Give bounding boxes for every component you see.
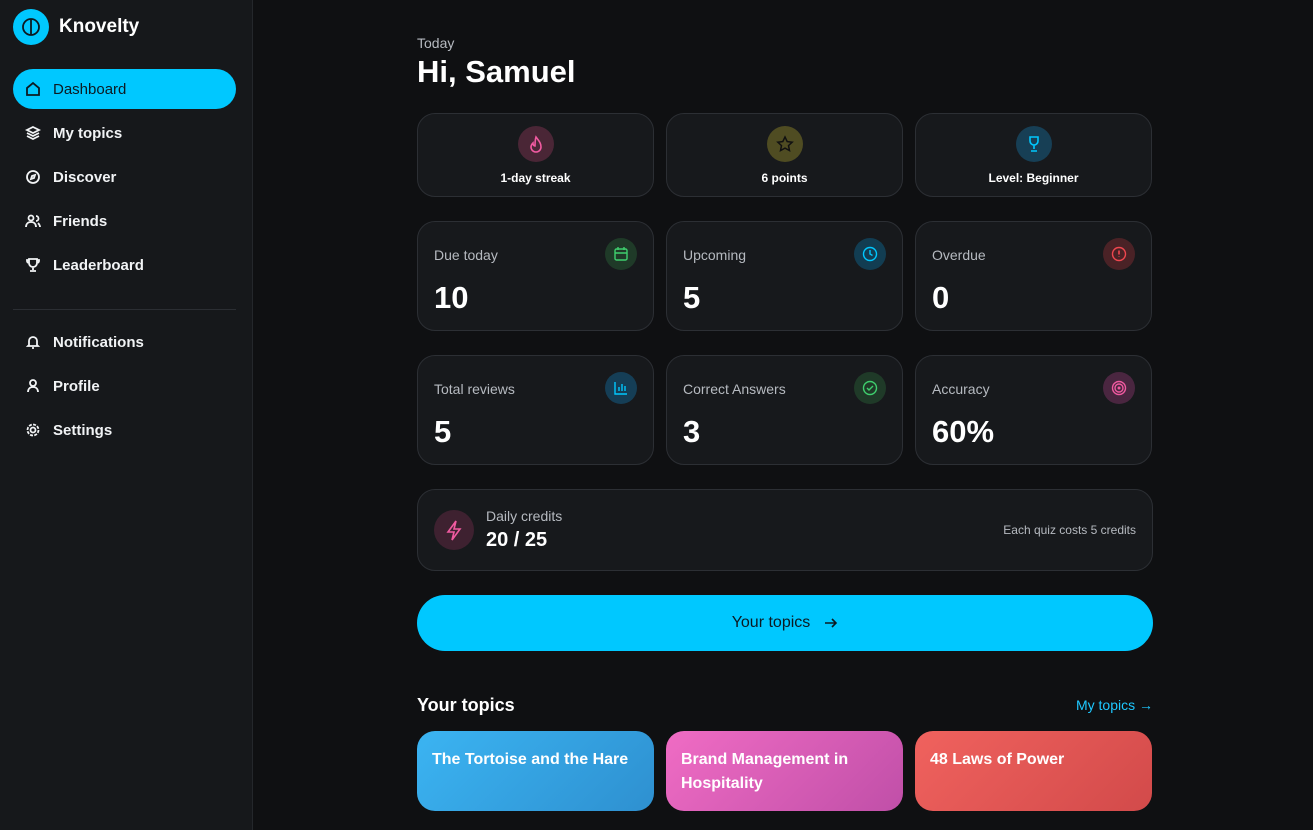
topic-card[interactable]: Brand Management in Hospitality	[666, 731, 903, 811]
nav-item[interactable]: Friends	[13, 201, 236, 241]
brand[interactable]: Knovelty	[13, 9, 139, 45]
topic-title: Brand Management in Hospitality	[681, 751, 849, 792]
stat-icon	[1103, 372, 1135, 404]
credits-card: Daily credits 20 / 25 Each quiz costs 5 …	[417, 489, 1153, 571]
divider	[13, 309, 236, 310]
nav-label: My topics	[53, 124, 123, 142]
stat-icon	[1103, 238, 1135, 270]
credits-value: 20 / 25	[486, 529, 548, 551]
stat-value: 5	[434, 414, 452, 449]
stat-label: Correct Answers	[683, 381, 786, 397]
stat-card: Correct Answers 3	[666, 355, 903, 465]
badge: Level: Beginner	[915, 113, 1152, 197]
arrow-icon	[825, 618, 838, 628]
badge-icon	[1015, 126, 1052, 162]
stat-value: 60%	[932, 414, 995, 449]
stat-icon	[854, 238, 886, 270]
badge: 6 points	[666, 113, 903, 197]
brand-name: Knovelty	[59, 16, 140, 37]
nav-item[interactable]: Dashboard	[13, 69, 236, 109]
nav-label: Settings	[53, 421, 113, 439]
nav-item[interactable]: My topics	[13, 113, 236, 153]
badge-label: 1-day streak	[500, 171, 571, 185]
sidebar: Knovelty Dashboard My topics Discover Fr…	[0, 0, 253, 830]
stat-card: Due today 10	[417, 221, 654, 331]
credits-note: Each quiz costs 5 credits	[1003, 523, 1136, 537]
cta-button[interactable]: Your topics	[417, 595, 1153, 651]
topic-card[interactable]: The Tortoise and the Hare	[417, 731, 654, 811]
stat-card: Upcoming 5	[666, 221, 903, 331]
nav-label: Dashboard	[53, 80, 127, 98]
stat-icon	[605, 238, 637, 270]
nav-item[interactable]: Settings	[13, 410, 236, 450]
badge-icon	[517, 126, 554, 162]
nav-label: Discover	[53, 168, 117, 186]
badge-icon	[766, 126, 803, 162]
badge-label: Level: Beginner	[988, 171, 1079, 185]
nav-label: Profile	[53, 377, 100, 395]
greeting: Hi, Samuel	[417, 54, 576, 89]
stat-icon	[854, 372, 886, 404]
stat-label: Due today	[434, 247, 498, 263]
nav-item[interactable]: Profile	[13, 366, 236, 406]
stat-label: Total reviews	[434, 381, 515, 397]
cta-label: Your topics	[731, 614, 811, 631]
section-title: Your topics	[417, 695, 515, 715]
stat-value: 0	[932, 280, 950, 315]
credits-label: Daily credits	[486, 508, 563, 524]
stat-value: 3	[683, 414, 701, 449]
nav-label: Notifications	[53, 333, 144, 351]
topic-card[interactable]: 48 Laws of Power	[915, 731, 1152, 811]
eyebrow: Today	[417, 35, 455, 51]
stat-card: Accuracy 60%	[915, 355, 1152, 465]
stat-value: 10	[434, 280, 469, 315]
badge: 1-day streak	[417, 113, 654, 197]
logo	[13, 9, 49, 45]
section-link[interactable]: My topics →	[1075, 697, 1153, 713]
topic-title: The Tortoise and the Hare	[432, 751, 629, 768]
nav-item[interactable]: Leaderboard	[13, 245, 236, 285]
stat-label: Overdue	[932, 247, 986, 263]
badge-label: 6 points	[761, 171, 808, 185]
stat-icon	[605, 372, 637, 404]
stat-card: Overdue 0	[915, 221, 1152, 331]
stat-label: Accuracy	[932, 381, 990, 397]
nav-label: Leaderboard	[53, 256, 144, 274]
nav-item[interactable]: Notifications	[13, 322, 236, 362]
nav-label: Friends	[53, 212, 108, 230]
credits-icon	[434, 510, 474, 550]
stat-card: Total reviews 5	[417, 355, 654, 465]
stat-value: 5	[683, 280, 701, 315]
nav-item[interactable]: Discover	[13, 157, 236, 197]
stat-label: Upcoming	[683, 247, 747, 263]
topic-title: 48 Laws of Power	[930, 751, 1065, 768]
